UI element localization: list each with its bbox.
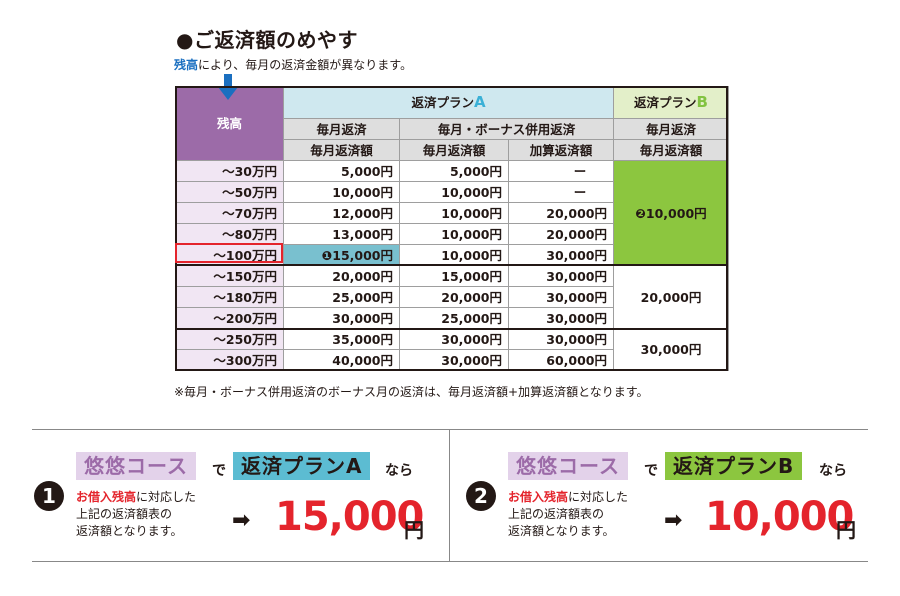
a-bonus-monthly-value: 25,000円 xyxy=(399,307,509,329)
a-monthly-value: 5,000円 xyxy=(283,160,400,182)
yen-unit: 円 xyxy=(404,518,424,542)
a-bonus-monthly-value: 20,000円 xyxy=(399,286,509,308)
a-additional-value: 20,000円 xyxy=(508,223,614,245)
a-monthly-value-highlight: ❶15,000円 xyxy=(283,244,400,266)
table-row: ～150万円 20,000円 15,000円 30,000円 20,000円 xyxy=(175,265,729,329)
table-row: ～180万円 25,000円 20,000円 30,000円 xyxy=(175,286,729,308)
a-additional-value: 60,000円 xyxy=(508,349,614,371)
divider xyxy=(32,561,868,562)
header-monthly-amount: 毎月返済額 xyxy=(283,139,400,161)
case-number-1: 1 xyxy=(34,481,64,511)
nara-text: なら xyxy=(385,463,413,479)
header-plan-a: 返済プランA xyxy=(283,86,614,119)
a-additional-value: 30,000円 xyxy=(508,286,614,308)
header-zandaka: 残高 xyxy=(175,86,284,161)
balance-label: ～100万円 xyxy=(175,244,284,266)
a-bonus-monthly-value: 5,000円 xyxy=(399,160,509,182)
balance-label: ～300万円 xyxy=(175,349,284,371)
a-monthly-value: 25,000円 xyxy=(283,286,400,308)
header-plan-b: 返済プランB xyxy=(613,86,729,119)
table-row: ～50万円 10,000円 10,000円 ー xyxy=(175,181,729,203)
balance-label: ～80万円 xyxy=(175,223,284,245)
case-description: お借入残高に対応した 上記の返済額表の 返済額となります。 xyxy=(508,490,629,538)
a-additional-value: 30,000円 xyxy=(508,265,614,287)
table-row: ～100万円 ❶15,000円 10,000円 30,000円 xyxy=(175,244,729,266)
balance-label: ～180万円 xyxy=(175,286,284,308)
a-bonus-monthly-value: 30,000円 xyxy=(399,328,509,350)
table-row: ～30万円 5,000円 5,000円 ー ❷10,000円 xyxy=(175,160,729,266)
case-amount: 10,000 xyxy=(705,494,854,540)
plan-b-value-3: 30,000円 xyxy=(613,328,729,371)
a-monthly-value: 10,000円 xyxy=(283,181,400,203)
repayment-table: 残高 返済プランA 返済プランB 毎月返済 毎月・ボーナス併用返済 毎月返済 毎… xyxy=(175,86,729,371)
a-monthly-value: 30,000円 xyxy=(283,307,400,329)
page-title: ●ご返済額のめやす xyxy=(176,28,358,52)
plan-b-value-2: 20,000円 xyxy=(613,265,729,329)
case-description: お借入残高に対応した 上記の返済額表の 返済額となります。 xyxy=(76,490,197,538)
a-monthly-value: 40,000円 xyxy=(283,349,400,371)
header-a-monthly: 毎月返済 xyxy=(283,118,400,140)
balance-label: ～30万円 xyxy=(175,160,284,182)
table-group-divider xyxy=(175,264,728,266)
header-b-monthly: 毎月返済 xyxy=(613,118,729,140)
balance-label: ～150万円 xyxy=(175,265,284,287)
course-badge: 悠悠コース xyxy=(508,452,628,480)
a-monthly-value: 13,000円 xyxy=(283,223,400,245)
a-additional-value: ー xyxy=(508,181,614,203)
down-arrow-icon xyxy=(218,74,238,100)
de-text: で xyxy=(212,463,226,479)
a-monthly-value: 12,000円 xyxy=(283,202,400,224)
a-additional-value: 20,000円 xyxy=(508,202,614,224)
nara-text: なら xyxy=(819,463,847,479)
plan-b-badge: 返済プランB xyxy=(665,452,803,480)
plan-b-value-1: ❷10,000円 xyxy=(613,160,729,266)
balance-label: ～250万円 xyxy=(175,328,284,350)
header-a-bonus: 毎月・ボーナス併用返済 xyxy=(399,118,614,140)
right-arrow-icon: ➡ xyxy=(232,508,251,533)
balance-label: ～200万円 xyxy=(175,307,284,329)
a-additional-value: 30,000円 xyxy=(508,328,614,350)
table-group-divider xyxy=(175,328,728,330)
table-row: ～250万円 35,000円 30,000円 30,000円 30,000円 xyxy=(175,328,729,371)
yen-unit: 円 xyxy=(836,518,856,542)
table-row: ～80万円 13,000円 10,000円 20,000円 xyxy=(175,223,729,245)
table-row: ～70万円 12,000円 10,000円 20,000円 xyxy=(175,202,729,224)
a-bonus-monthly-value: 10,000円 xyxy=(399,181,509,203)
right-arrow-icon: ➡ xyxy=(664,508,683,533)
subtitle-highlight: 残高 xyxy=(174,58,199,72)
divider xyxy=(32,429,868,430)
case-number-2: 2 xyxy=(466,481,496,511)
a-bonus-monthly-value: 15,000円 xyxy=(399,265,509,287)
subtitle-text: により、毎月の返済金額が異なります。 xyxy=(198,58,413,72)
course-badge: 悠悠コース xyxy=(76,452,196,480)
header-bonus-monthly-amount: 毎月返済額 xyxy=(399,139,509,161)
a-additional-value: ー xyxy=(508,160,614,182)
header-additional-amount: 加算返済額 xyxy=(508,139,614,161)
de-text: で xyxy=(644,463,658,479)
a-monthly-value: 20,000円 xyxy=(283,265,400,287)
subtitle: 残高により、毎月の返済金額が異なります。 xyxy=(174,56,412,73)
divider xyxy=(449,430,450,561)
a-additional-value: 30,000円 xyxy=(508,307,614,329)
highlight-row-marker xyxy=(175,243,283,263)
a-monthly-value: 35,000円 xyxy=(283,328,400,350)
header-b-amount: 毎月返済額 xyxy=(613,139,729,161)
a-bonus-monthly-value: 30,000円 xyxy=(399,349,509,371)
case-amount: 15,000 xyxy=(275,494,424,540)
plan-a-badge: 返済プランA xyxy=(233,452,371,480)
a-bonus-monthly-value: 10,000円 xyxy=(399,244,509,266)
balance-label: ～70万円 xyxy=(175,202,284,224)
a-bonus-monthly-value: 10,000円 xyxy=(399,202,509,224)
a-bonus-monthly-value: 10,000円 xyxy=(399,223,509,245)
table-row: ～300万円 40,000円 30,000円 60,000円 xyxy=(175,349,729,371)
a-additional-value: 30,000円 xyxy=(508,244,614,266)
balance-label: ～50万円 xyxy=(175,181,284,203)
footnote: ※毎月・ボーナス併用返済のボーナス月の返済は、毎月返済額+加算返済額となります。 xyxy=(174,385,649,399)
